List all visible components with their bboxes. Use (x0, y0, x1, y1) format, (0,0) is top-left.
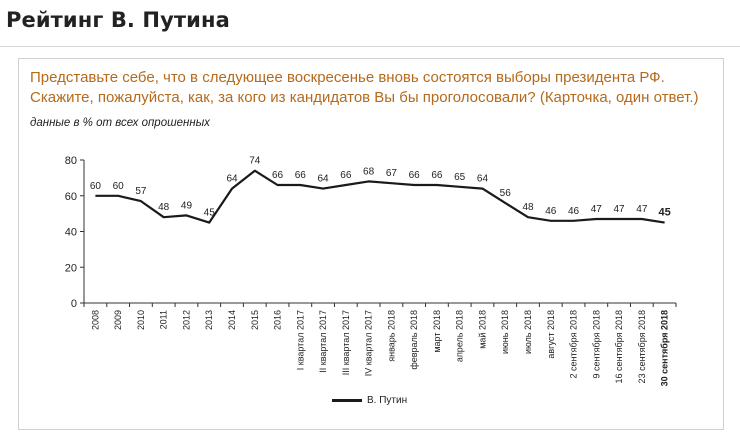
data-label: 66 (431, 170, 443, 181)
data-label: 64 (226, 174, 238, 185)
data-label: 46 (568, 206, 580, 217)
data-label: 48 (522, 202, 534, 213)
x-tick-label: июль 2018 (523, 310, 533, 354)
chart-legend: В. Путин (332, 392, 407, 408)
data-label: 46 (545, 206, 557, 217)
x-tick-label: II квартал 2017 (318, 310, 328, 373)
page-title: Рейтинг В. Путина (6, 8, 230, 32)
data-label: 56 (500, 188, 512, 199)
data-label: 66 (295, 170, 307, 181)
data-label: 74 (249, 156, 261, 167)
title-divider (0, 46, 740, 47)
x-tick-label: январь 2018 (386, 310, 396, 362)
series-line-putin (95, 169, 665, 224)
chart-subtitle: данные в % от всех опрошенных (30, 117, 210, 129)
x-tick-label: 2012 (181, 310, 191, 330)
x-tick-label: февраль 2018 (409, 310, 419, 370)
y-tick-label: 80 (65, 155, 77, 167)
x-tick-label: 23 сентября 2018 (637, 310, 647, 383)
x-tick-label: июнь 2018 (500, 310, 510, 354)
data-label: 47 (591, 204, 603, 215)
x-tick-label: IV квартал 2017 (364, 310, 374, 376)
x-tick-label: май 2018 (477, 310, 487, 349)
x-tick-label: 2013 (204, 310, 214, 330)
y-tick-label: 40 (65, 227, 77, 239)
x-tick-label: 2 сентября 2018 (569, 310, 579, 378)
y-tick-label: 60 (65, 191, 77, 203)
data-label: 66 (272, 170, 284, 181)
x-tick-label: апрель 2018 (455, 310, 465, 362)
x-tick-label: 30 сентября 2018 (660, 310, 670, 386)
x-tick-label: 2010 (136, 310, 146, 330)
data-label: 57 (135, 186, 147, 197)
x-tick-label: 2016 (273, 310, 283, 330)
x-tick-label: I квартал 2017 (295, 310, 305, 370)
data-label: 65 (454, 172, 466, 183)
x-tick-label: 2011 (159, 310, 169, 329)
survey-question: Представьте себе, что в следующее воскре… (30, 68, 720, 108)
x-tick-label: III квартал 2017 (341, 310, 351, 375)
x-tick-label: 2015 (250, 310, 260, 330)
x-tick-label: 2009 (113, 310, 123, 330)
data-label: 49 (181, 200, 193, 211)
data-label: 64 (477, 174, 489, 185)
x-tick-label: 2008 (90, 310, 100, 330)
data-label: 48 (158, 202, 170, 213)
data-label: 66 (409, 170, 421, 181)
data-label: 47 (636, 204, 648, 215)
x-tick-label: 2014 (227, 310, 237, 330)
data-label: 66 (340, 170, 352, 181)
y-tick-label: 0 (71, 298, 77, 310)
data-label: 68 (363, 166, 375, 177)
legend-swatch (332, 398, 362, 402)
question-note: (Карточка, один ответ.) (539, 89, 699, 106)
data-label: 47 (614, 204, 626, 215)
question-text: Представьте себе, что в следующее воскре… (30, 69, 665, 106)
legend-label: В. Путин (367, 394, 408, 406)
data-label: 45 (658, 207, 670, 219)
x-tick-label: август 2018 (546, 310, 556, 359)
x-tick-label: март 2018 (432, 310, 442, 353)
x-tick-label: 16 сентября 2018 (614, 310, 624, 383)
data-label: 64 (318, 174, 330, 185)
data-label: 67 (386, 168, 398, 179)
data-label: 60 (90, 181, 102, 192)
y-tick-label: 20 (65, 262, 77, 274)
x-tick-label: 9 сентября 2018 (591, 310, 601, 378)
chart-panel (18, 58, 724, 430)
data-label: 60 (113, 181, 125, 192)
data-label: 45 (204, 208, 216, 219)
